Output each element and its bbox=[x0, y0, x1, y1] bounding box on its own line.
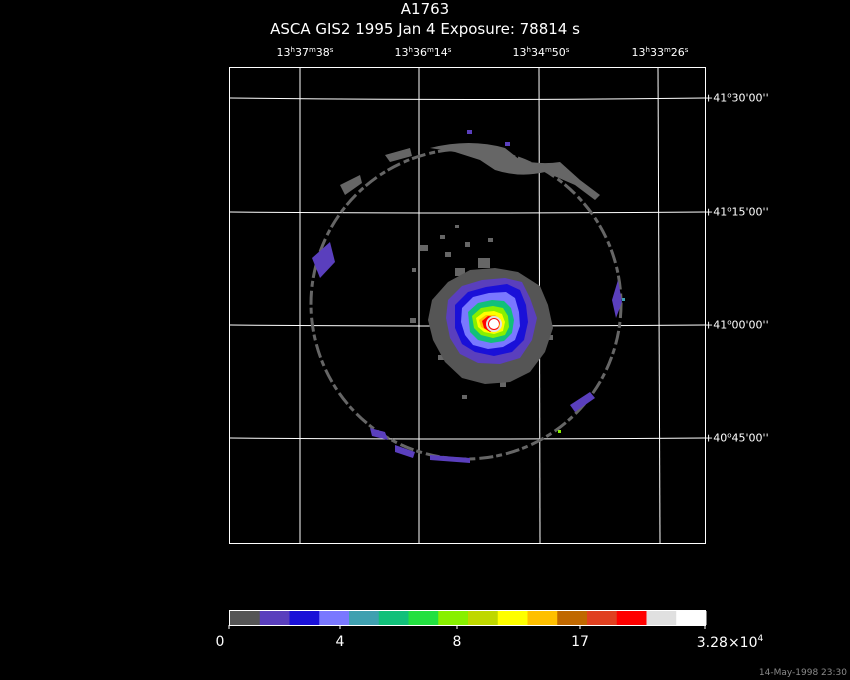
ring-green-speck bbox=[558, 430, 561, 433]
colorbar-border bbox=[229, 610, 706, 626]
ring-blue-right2 bbox=[612, 280, 622, 318]
colorbar-ticks bbox=[228, 625, 706, 629]
colorbar-swatch bbox=[378, 611, 409, 625]
ring-blue-right bbox=[570, 392, 595, 412]
ra-tick-label: 13h36m14s bbox=[394, 46, 452, 59]
ra-gridline bbox=[299, 67, 301, 544]
ra-tick-label: 13h34m50s bbox=[512, 46, 570, 59]
colorbar-swatch bbox=[587, 611, 618, 625]
dec-tick-label: +40o45'00'' bbox=[704, 431, 769, 445]
ring-blue-top bbox=[467, 130, 472, 134]
ring-blue-bottom bbox=[370, 428, 388, 440]
ra-tick-label: 13h33m26s bbox=[631, 46, 689, 59]
image-title: A1763 bbox=[400, 0, 450, 18]
ring-blue-top2 bbox=[505, 142, 510, 146]
colorbar-swatch bbox=[438, 611, 469, 625]
colorbar-swatch bbox=[408, 611, 439, 625]
colorbar-label: 8 bbox=[452, 634, 462, 650]
colorbar-max-label: 3.28×104 bbox=[696, 634, 764, 651]
ra-gridline bbox=[657, 67, 661, 544]
ring-top-patch bbox=[430, 143, 600, 200]
dec-tick-label: +41o00'00'' bbox=[704, 318, 769, 332]
detector-ring bbox=[309, 130, 625, 463]
ring-cyan-speck bbox=[622, 298, 625, 301]
colorbar-swatch bbox=[319, 611, 350, 625]
colorbar-swatch bbox=[557, 611, 588, 625]
colorbar-swatch bbox=[676, 611, 707, 625]
ring-top-left-patch bbox=[385, 148, 412, 162]
ring-blue-left bbox=[312, 242, 335, 278]
image-frame bbox=[229, 67, 706, 544]
image-subtitle: ASCA GIS2 1995 Jan 4 Exposure: 78814 s bbox=[270, 20, 580, 38]
colorbar-swatch bbox=[349, 611, 380, 625]
dec-tick-label: +41o30'00'' bbox=[704, 91, 769, 105]
ra-tick-label: 13h37m38s bbox=[276, 46, 334, 59]
colorbar-swatch bbox=[646, 611, 677, 625]
colorbar-swatch bbox=[259, 611, 290, 625]
cluster-emission bbox=[428, 268, 553, 384]
colorbar-label: 0 bbox=[215, 634, 225, 650]
colorbar-label: 17 bbox=[571, 634, 589, 650]
ring-blue-bottom3 bbox=[430, 455, 470, 463]
colorbar-swatch bbox=[289, 611, 320, 625]
cluster-peak bbox=[489, 319, 499, 329]
timestamp: 14-May-1998 23:30 bbox=[758, 668, 847, 678]
colorbar-label: 4 bbox=[335, 634, 345, 650]
colorbar-swatch bbox=[616, 611, 647, 625]
ring-blue-bottom2 bbox=[395, 445, 415, 458]
colorbar-swatch bbox=[527, 611, 558, 625]
colorbar-swatch bbox=[497, 611, 528, 625]
ring-left-patch bbox=[340, 175, 362, 195]
dec-tick-label: +41o15'00'' bbox=[704, 205, 769, 219]
colorbar bbox=[229, 610, 707, 626]
colorbar-swatch bbox=[468, 611, 499, 625]
cluster-peak-halo bbox=[486, 316, 502, 332]
dec-gridline bbox=[229, 97, 706, 100]
colorbar-swatch bbox=[230, 611, 261, 625]
dec-gridline bbox=[229, 437, 706, 440]
dec-gridline bbox=[229, 211, 706, 214]
